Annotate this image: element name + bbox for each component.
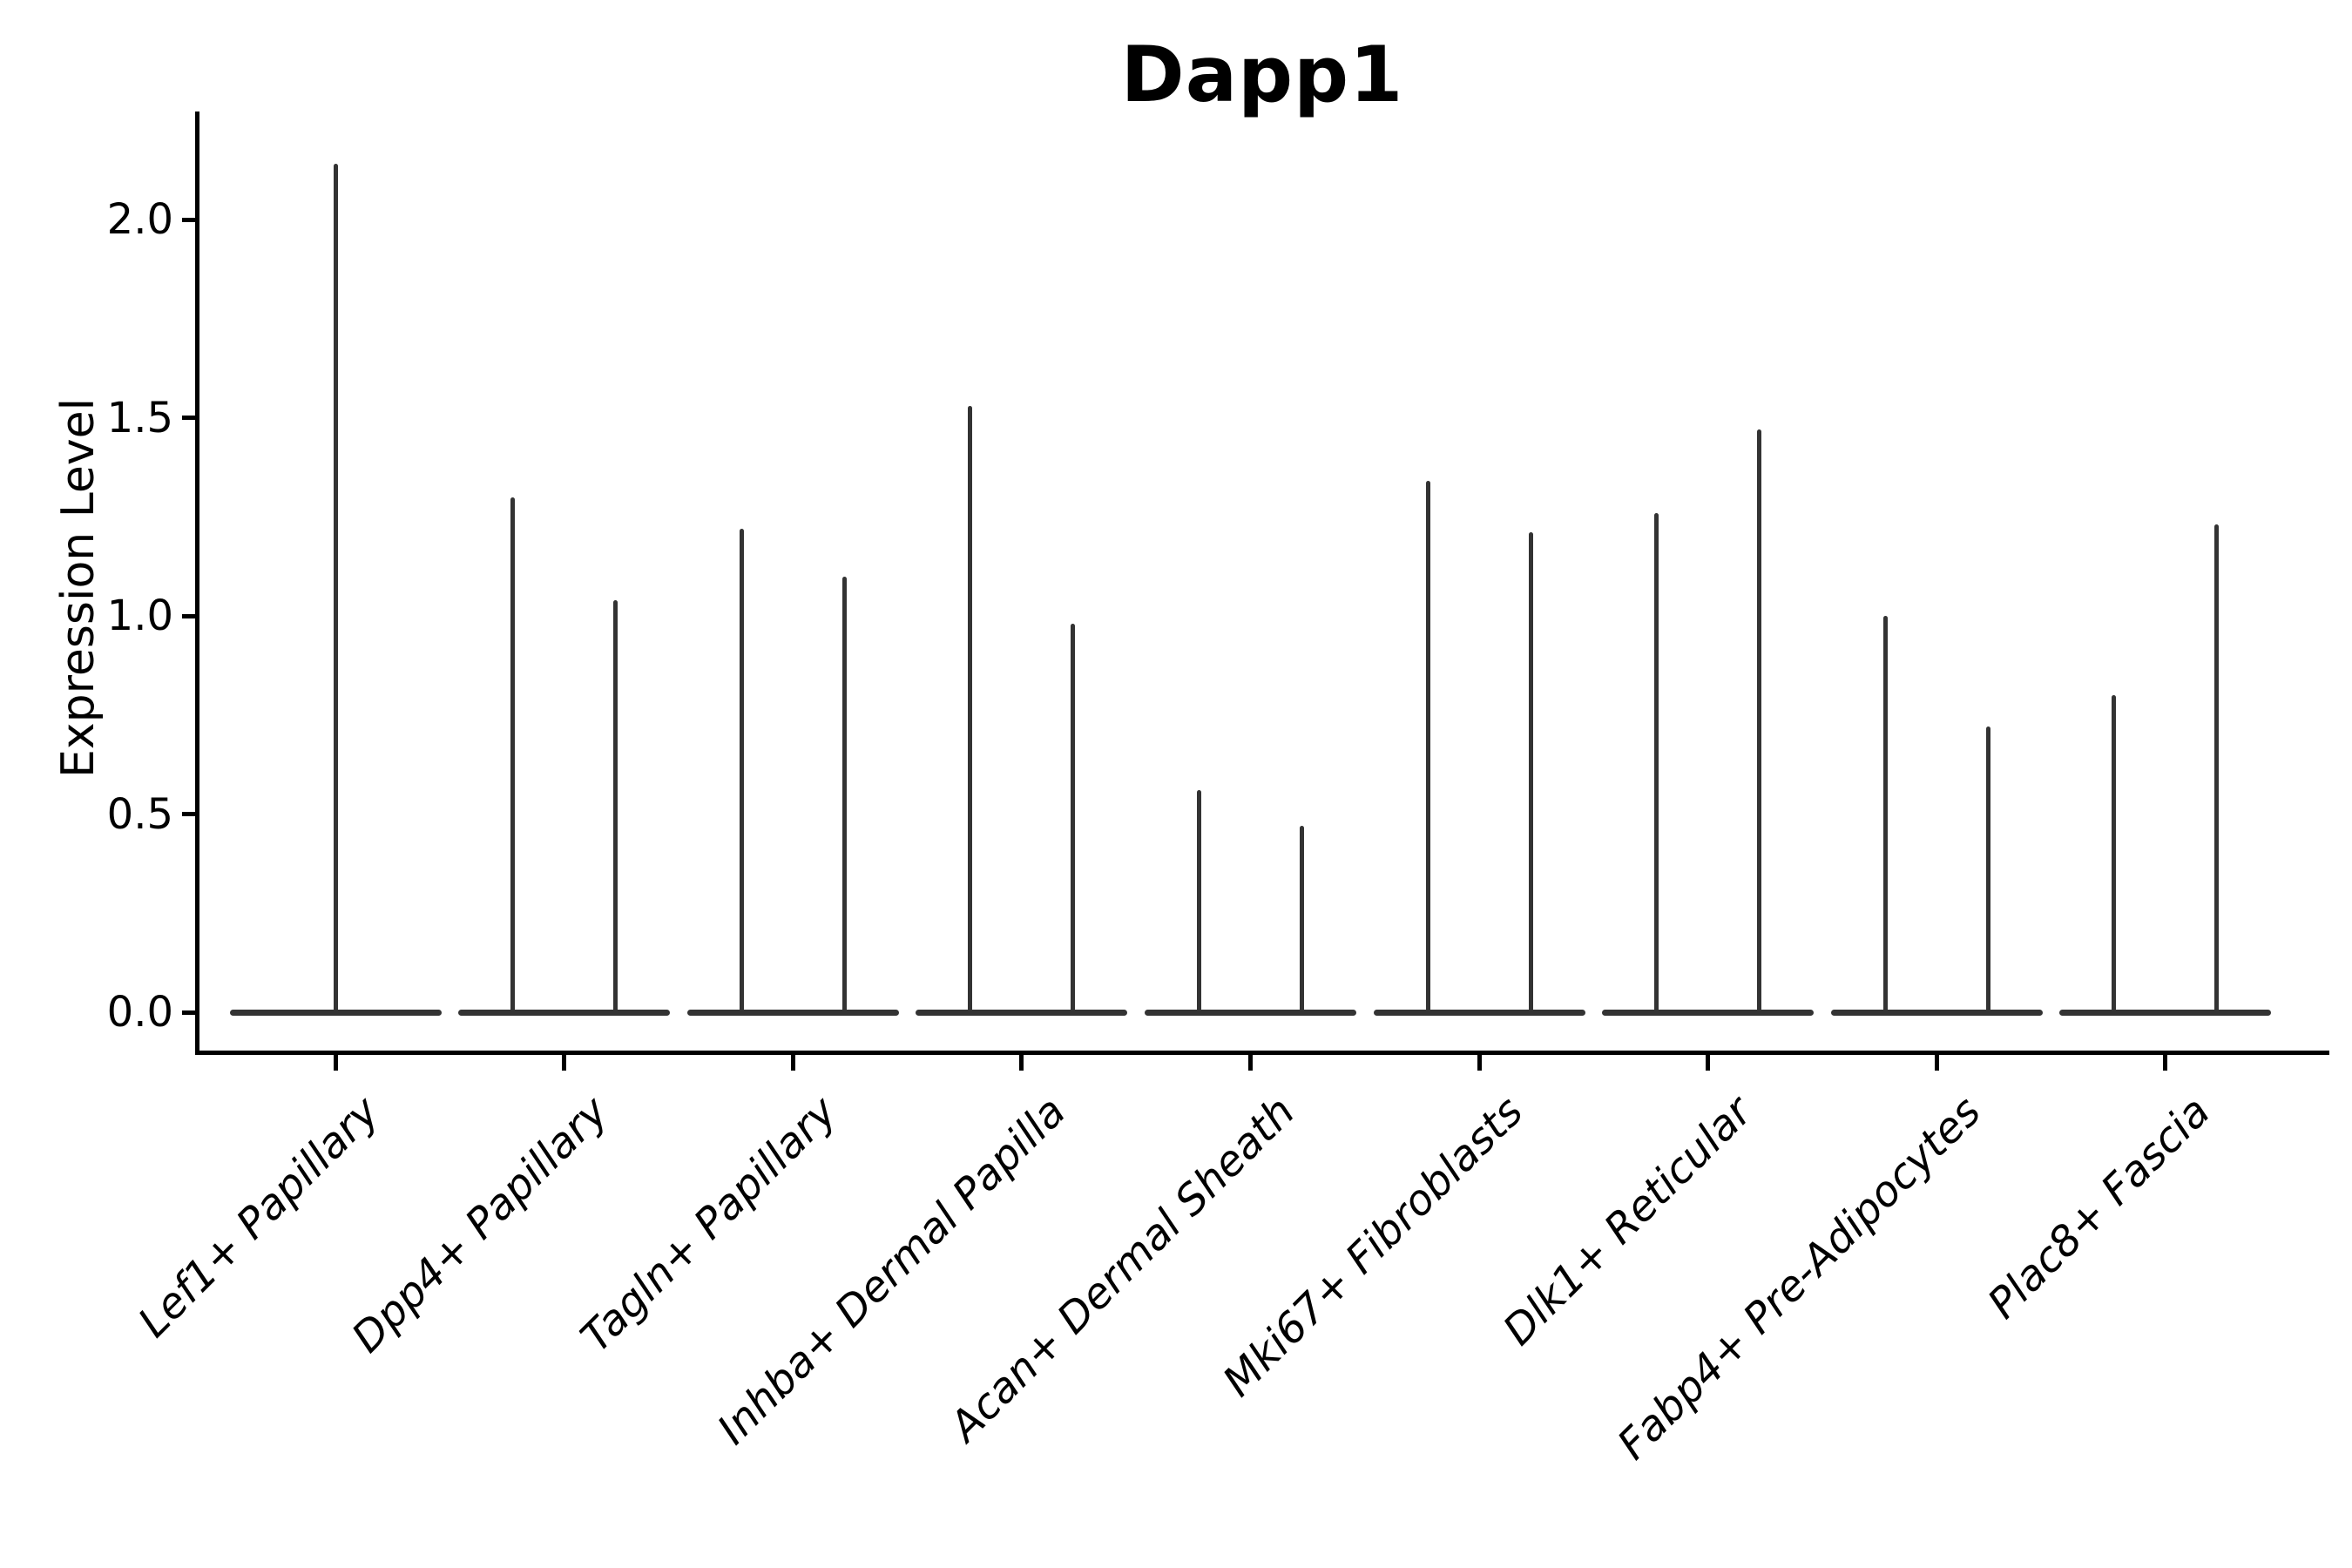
- violin-base: [458, 1009, 671, 1016]
- violin-spike: [1425, 481, 1430, 1016]
- x-tick-label-dlk1: Dlk1+ Reticular: [1494, 1087, 1762, 1355]
- violin-spike: [739, 528, 744, 1016]
- x-tick-label-plac8: Plac8+ Fascia: [1977, 1087, 2220, 1328]
- violin-spike: [1654, 512, 1659, 1016]
- x-tick-mark: [790, 1055, 795, 1071]
- x-tick-label-lef1: Lef1+ Papillary: [129, 1087, 389, 1348]
- violin-base: [1373, 1009, 1585, 1016]
- violin-spike: [2112, 695, 2117, 1016]
- violin-spike: [1299, 826, 1304, 1016]
- x-tick-mark: [1477, 1055, 1482, 1071]
- violin-spike: [333, 164, 338, 1016]
- violin-base: [1144, 1009, 1356, 1016]
- violin-base: [1830, 1009, 2043, 1016]
- y-tick-label: 1.0: [106, 591, 173, 640]
- violin-spike: [1985, 727, 1990, 1016]
- violin-spike: [1882, 616, 1888, 1016]
- x-tick-mark: [333, 1055, 338, 1071]
- violin-spike: [1528, 532, 1533, 1016]
- violin-spike: [841, 576, 847, 1016]
- y-tick-label: 2.0: [106, 195, 173, 244]
- violin-spike: [1071, 624, 1076, 1016]
- y-tick-mark: [182, 217, 195, 222]
- y-tick-label: 0.0: [106, 988, 173, 1037]
- y-axis-spine: [195, 112, 199, 1055]
- x-tick-mark: [2163, 1055, 2168, 1071]
- violin-spike: [510, 497, 516, 1016]
- x-tick-mark: [1247, 1055, 1253, 1071]
- chart-title: Dapp1: [1120, 30, 1404, 119]
- violin-spike: [1757, 429, 1762, 1016]
- y-tick-mark: [182, 416, 195, 420]
- violin-base: [686, 1009, 899, 1016]
- x-tick-mark: [562, 1055, 567, 1071]
- x-tick-mark: [1019, 1055, 1024, 1071]
- x-tick-mark: [1934, 1055, 1939, 1071]
- y-tick-label: 0.5: [106, 789, 173, 839]
- y-tick-mark: [182, 812, 195, 816]
- x-tick-mark: [1706, 1055, 1711, 1071]
- violin-spike: [2214, 524, 2220, 1016]
- violin-base: [2059, 1009, 2272, 1016]
- violin-spike: [613, 599, 618, 1016]
- y-tick-label: 1.5: [106, 393, 173, 443]
- x-tick-label-tagln: Tagln+ Papillary: [571, 1087, 847, 1362]
- y-tick-mark: [182, 613, 195, 618]
- x-axis-spine: [195, 1051, 2329, 1055]
- y-tick-mark: [182, 1010, 195, 1015]
- violin-spike: [968, 405, 973, 1016]
- violin-base: [916, 1009, 1128, 1016]
- violin-base: [1602, 1009, 1815, 1016]
- violin-spike: [1196, 790, 1201, 1016]
- x-tick-label-fabp4: Fabp4+ Pre-Adipocytes: [1608, 1087, 1990, 1470]
